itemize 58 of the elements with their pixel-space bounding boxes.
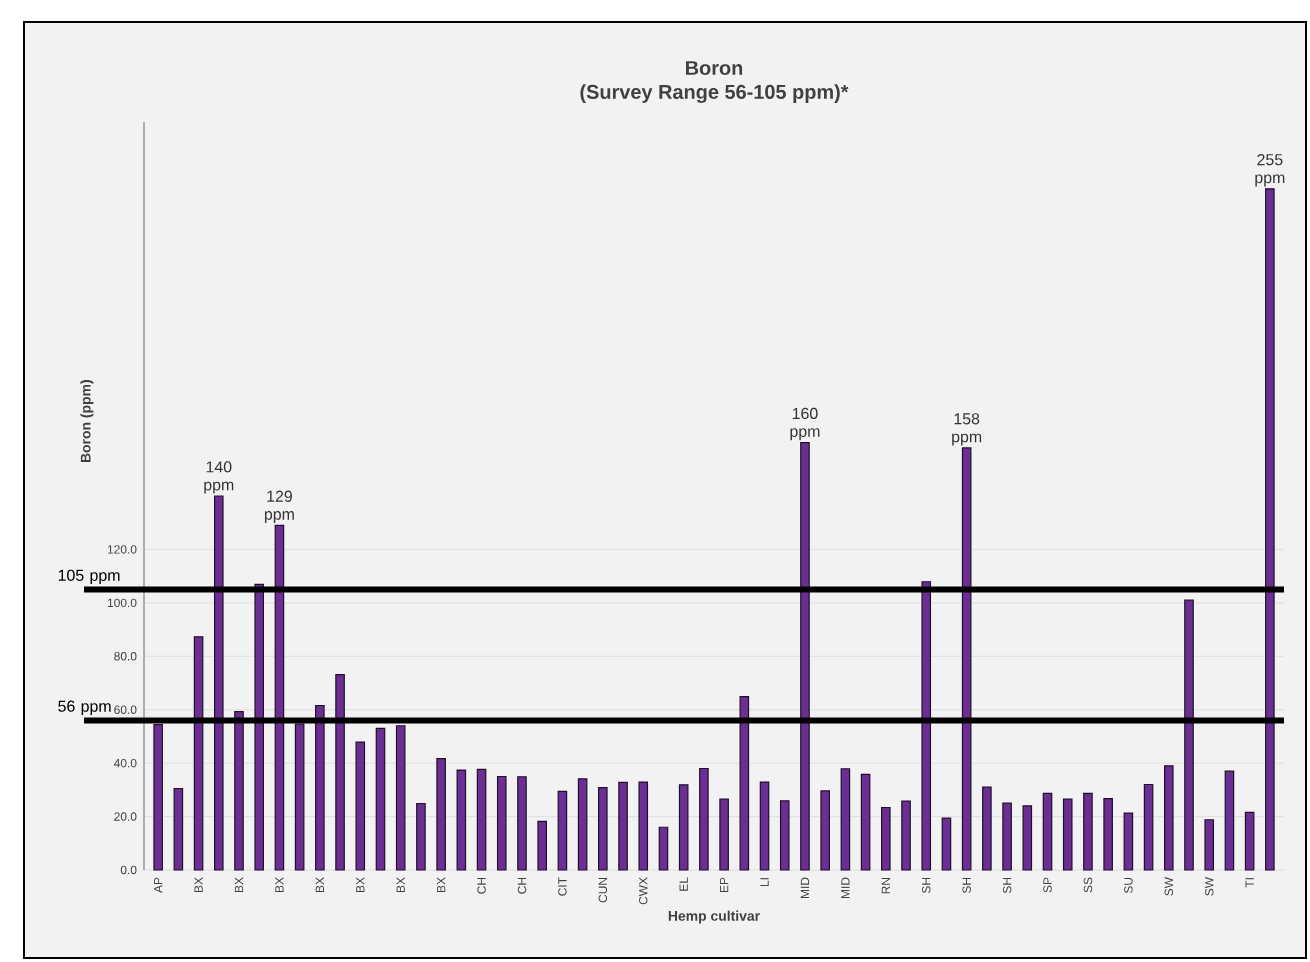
bar bbox=[941, 817, 952, 871]
bar bbox=[315, 705, 325, 871]
bar bbox=[1143, 783, 1154, 871]
bar bbox=[456, 769, 467, 871]
bar bbox=[881, 806, 891, 871]
bar bbox=[1002, 802, 1012, 871]
bar bbox=[860, 773, 871, 871]
bar bbox=[1244, 811, 1255, 871]
bar bbox=[820, 790, 830, 871]
bar bbox=[1184, 599, 1194, 871]
bar bbox=[1163, 765, 1174, 871]
bar bbox=[638, 781, 649, 871]
bar bbox=[1123, 812, 1134, 871]
chart-subtitle: (Survey Range 56-105 ppm)* bbox=[580, 84, 849, 103]
bar bbox=[699, 767, 709, 871]
bar bbox=[779, 800, 790, 871]
bar bbox=[153, 724, 163, 871]
bar bbox=[982, 786, 992, 871]
bar bbox=[395, 725, 406, 871]
bar bbox=[375, 727, 386, 871]
bar bbox=[234, 710, 244, 871]
bar bbox=[294, 723, 305, 871]
bar bbox=[335, 674, 345, 871]
bar bbox=[537, 820, 547, 871]
bar bbox=[213, 495, 224, 871]
bar bbox=[254, 583, 265, 871]
bar bbox=[719, 798, 729, 871]
bar bbox=[961, 447, 972, 871]
bar bbox=[901, 800, 911, 871]
chart-title: Boron bbox=[686, 61, 743, 76]
bar bbox=[416, 802, 426, 871]
bar bbox=[1022, 805, 1033, 871]
bar bbox=[173, 787, 184, 871]
bar bbox=[759, 781, 770, 871]
bar bbox=[1062, 798, 1073, 871]
bar bbox=[517, 776, 527, 871]
bar bbox=[1042, 792, 1053, 871]
bar bbox=[1083, 792, 1093, 871]
bar bbox=[557, 790, 568, 871]
bar bbox=[840, 768, 851, 871]
bar bbox=[476, 768, 487, 871]
bar bbox=[1224, 770, 1235, 871]
bar bbox=[678, 784, 689, 871]
bar bbox=[274, 524, 285, 871]
bar bbox=[800, 441, 810, 871]
bar bbox=[1265, 188, 1275, 871]
bar bbox=[739, 696, 750, 871]
bar bbox=[598, 787, 608, 871]
bar bbox=[618, 781, 628, 871]
bar bbox=[1103, 798, 1113, 871]
bar bbox=[1204, 819, 1215, 871]
bar bbox=[921, 581, 932, 871]
bar bbox=[355, 741, 366, 871]
bar bbox=[658, 826, 669, 871]
bar bbox=[496, 775, 507, 871]
bar bbox=[577, 778, 588, 871]
bar bbox=[436, 758, 446, 871]
bar bbox=[193, 636, 204, 871]
